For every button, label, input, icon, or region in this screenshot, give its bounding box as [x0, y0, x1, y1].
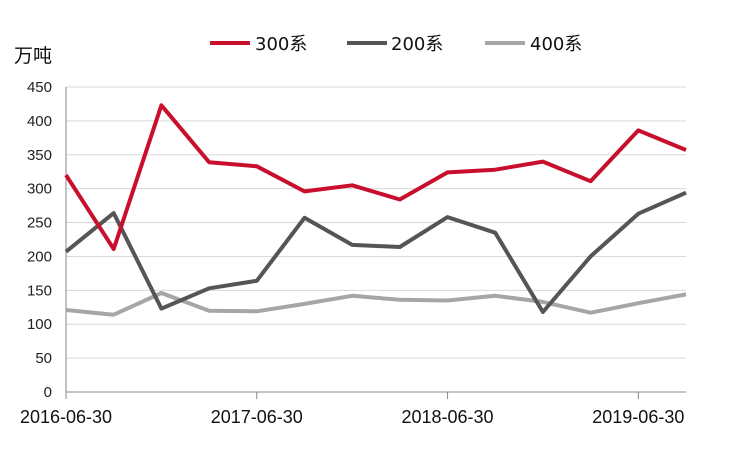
series-line-200 — [64, 190, 687, 314]
y-tick-label-200: 200 — [27, 248, 52, 265]
y-tick-label-100: 100 — [27, 316, 52, 333]
y-tick-label-350: 350 — [27, 147, 52, 164]
series-line-300 — [64, 103, 687, 251]
legend-item-200: 200系 — [347, 34, 443, 55]
legend-item-400: 400系 — [485, 34, 582, 55]
axes — [65, 87, 686, 399]
legend: 300系 200系 400系 — [210, 34, 582, 55]
x-axis-tick-labels: 2016-06-30 2017-06-30 2018-06-30 2019-06-30 — [20, 407, 684, 427]
series-line-400 — [65, 291, 687, 317]
y-tick-label-300: 300 — [27, 181, 52, 198]
legend-label-200: 200系 — [391, 34, 443, 55]
y-tick-label-400: 400 — [27, 113, 52, 130]
x-tick-label-2019-06-30: 2019-06-30 — [592, 407, 684, 427]
y-tick-label-450: 450 — [27, 79, 52, 96]
y-axis-unit-label: 万吨 — [14, 45, 52, 67]
x-tick-label-2017-06-30: 2017-06-30 — [211, 407, 303, 427]
y-tick-label-150: 150 — [27, 282, 52, 299]
gridlines — [66, 86, 686, 359]
legend-item-300: 300系 — [210, 34, 307, 55]
x-tick-label-2016-06-30: 2016-06-30 — [20, 407, 112, 427]
y-tick-label-0: 0 — [44, 384, 52, 401]
series-lines — [64, 103, 687, 317]
y-axis-tick-labels: 0 50 100 150 200 250 300 350 400 450 — [27, 79, 52, 401]
y-tick-label-50: 50 — [35, 350, 52, 367]
legend-label-400: 400系 — [530, 34, 582, 55]
x-tick-label-2018-06-30: 2018-06-30 — [401, 407, 493, 427]
y-tick-label-250: 250 — [27, 215, 52, 232]
legend-label-300: 300系 — [255, 34, 307, 55]
